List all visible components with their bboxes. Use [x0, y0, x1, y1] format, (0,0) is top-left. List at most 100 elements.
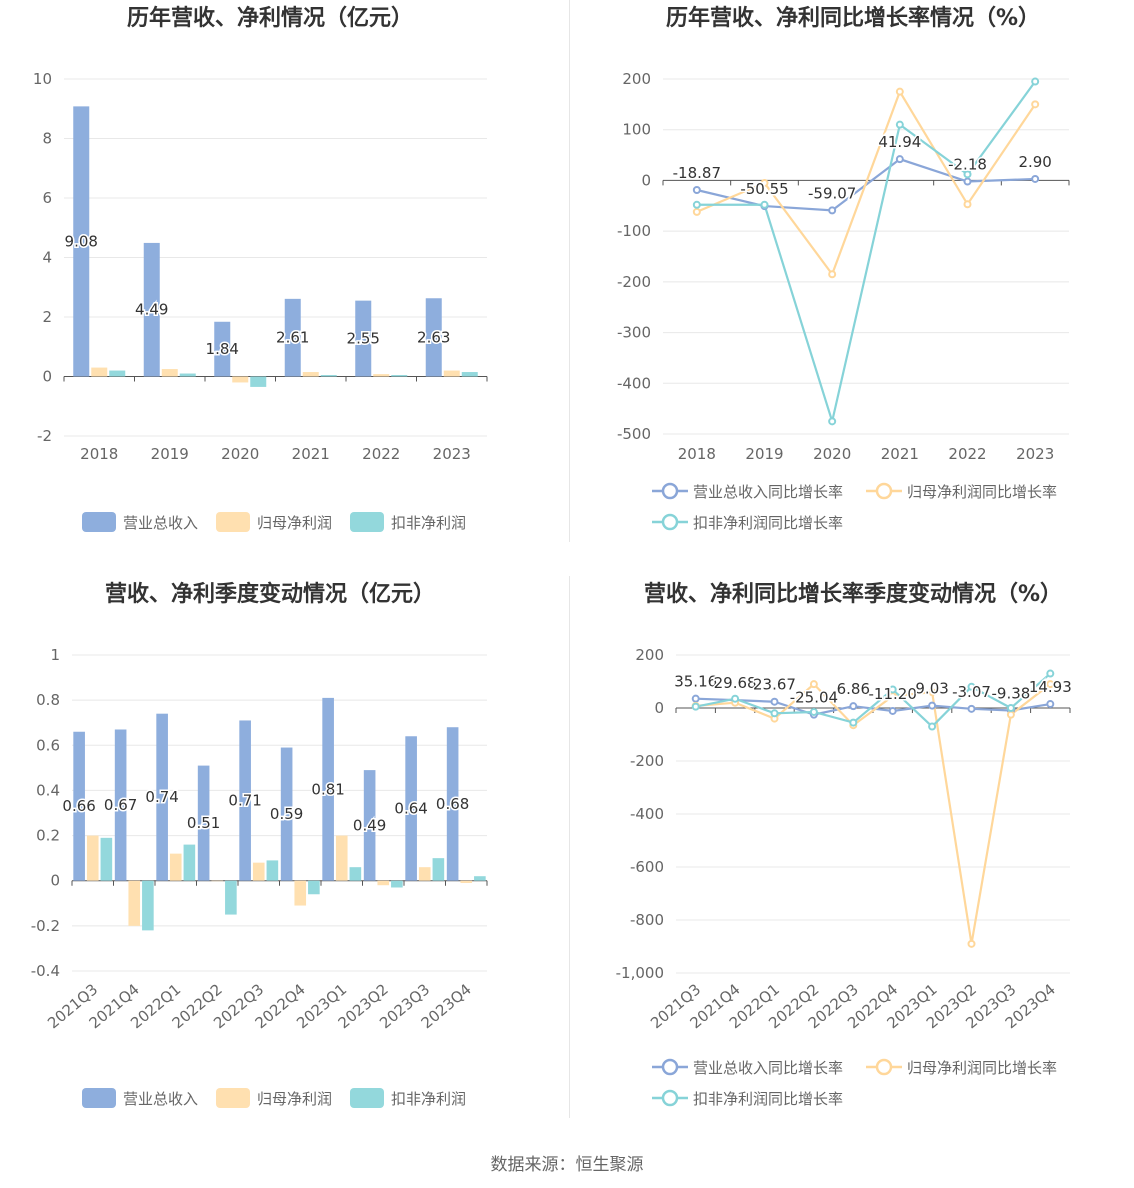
legend-marker — [661, 513, 679, 531]
y-tick-label: 2 — [42, 308, 52, 326]
deducted-profit-bar — [225, 880, 237, 915]
quarterly-revenue-profit-chart: 营收、净利季度变动情况（亿元） -0.4 -0.2 0 0.2 0.4 0.6 0.8 1 202… — [0, 576, 566, 1136]
net-profit-bar — [169, 853, 182, 881]
y-tick-label: 0 — [641, 171, 651, 189]
legend-label: 营业总收入同比增长率 — [693, 483, 843, 501]
revenue-bar — [197, 765, 210, 881]
net-profit-bar — [86, 835, 99, 881]
net-profit-bar — [252, 862, 265, 881]
y-tick-label: -400 — [617, 374, 651, 392]
deducted-profit-point — [1031, 77, 1040, 86]
deducted-profit-point — [828, 417, 837, 426]
net-profit-growth-line — [696, 89, 1037, 277]
revenue-bar — [156, 713, 168, 881]
legend-item-net-profit[interactable]: 归母净利润同比增长率 — [866, 1058, 1057, 1077]
revenue-growth-line — [695, 697, 1051, 716]
net-profit-bar — [211, 880, 224, 882]
revenue-data-label: 0.74 — [145, 788, 178, 806]
deducted-profit-bar — [109, 370, 126, 377]
y-tick-label: 6 — [42, 189, 52, 207]
y-tick-label: 10 — [33, 70, 52, 88]
revenue-point — [895, 155, 904, 164]
legend-label: 归母净利润 — [257, 1090, 332, 1108]
legend-item-revenue[interactable]: 营业总收入 — [82, 512, 198, 532]
revenue-growth-data-label: 29.68 — [714, 674, 757, 692]
revenue-growth-data-label: -11.20 — [869, 685, 917, 703]
deducted-profit-point — [1006, 704, 1015, 712]
legend-label: 营业总收入同比增长率 — [693, 1059, 843, 1077]
revenue-point — [967, 704, 976, 713]
y-tick-label: 0.4 — [36, 781, 60, 799]
legend-label: 归母净利润 — [257, 514, 332, 532]
deducted-profit-point — [691, 702, 700, 711]
deducted-profit-point — [967, 682, 976, 691]
deducted-profit-bar — [320, 375, 337, 377]
revenue-data-label: 9.08 — [65, 232, 98, 250]
x-tick-label: 2022 — [362, 445, 400, 463]
legend-marker — [875, 482, 893, 500]
deducted-profit-bar — [308, 880, 320, 895]
legend-label: 营业总收入 — [123, 514, 198, 532]
legend-item-revenue[interactable]: 营业总收入同比增长率 — [652, 1058, 843, 1077]
chart-title: 历年营收、净利同比增长率情况（%） — [666, 5, 1040, 31]
revenue-data-label: 2.63 — [417, 328, 450, 346]
deducted-profit-point — [963, 170, 972, 179]
revenue-data-label: 0.81 — [311, 780, 344, 798]
y-tick-label: 100 — [622, 121, 651, 139]
legend-item-deducted-profit[interactable]: 扣非净利润同比增长率 — [652, 513, 843, 532]
deducted-profit-point — [928, 722, 937, 731]
x-tick-label: 2018 — [80, 445, 118, 463]
legend-item-revenue[interactable]: 营业总收入同比增长率 — [652, 482, 843, 501]
chart-title: 历年营收、净利情况（亿元） — [127, 5, 413, 31]
legend-item-net-profit[interactable]: 归母净利润同比增长率 — [866, 482, 1057, 501]
deducted-profit-point — [895, 120, 904, 129]
y-tick-label: -200 — [617, 273, 651, 291]
legend-label: 扣非净利润 — [391, 514, 466, 532]
y-tick-label: -500 — [617, 425, 651, 443]
revenue-point — [691, 694, 700, 703]
revenue-data-label: 0.71 — [228, 792, 261, 810]
legend-item-deducted-profit[interactable]: 扣非净利润 — [350, 1088, 466, 1108]
revenue-bar — [73, 731, 85, 881]
y-tick-label: -200 — [630, 752, 664, 770]
x-tick-label: 2020 — [813, 445, 851, 463]
revenue-growth-data-label: 35.16 — [674, 673, 717, 691]
deducted-profit-bar — [142, 880, 154, 931]
legend-swatch — [82, 512, 116, 532]
deducted-profit-bar — [179, 373, 196, 377]
y-tick-label: 4 — [42, 249, 52, 267]
deducted-profit-bar — [349, 867, 362, 881]
legend-item-net-profit[interactable]: 归母净利润 — [216, 512, 332, 532]
net-profit-point — [692, 207, 701, 216]
revenue-growth-data-label: 2.90 — [1018, 153, 1051, 171]
deducted-profit-bar — [183, 844, 196, 881]
data-source-footer: 数据来源：恒生聚源 — [490, 1155, 644, 1175]
deducted-profit-growth-line — [695, 672, 1052, 729]
revenue-growth-data-label: 9.03 — [915, 680, 948, 698]
deducted-profit-point — [888, 685, 897, 694]
legend-item-net-profit[interactable]: 归母净利润 — [216, 1088, 332, 1108]
net-profit-point — [963, 200, 972, 209]
revenue-growth-data-label: 14.93 — [1029, 678, 1072, 696]
y-tick-label: -1,000 — [616, 964, 664, 982]
revenue-growth-data-label: -2.18 — [948, 156, 987, 174]
revenue-data-label: 0.59 — [270, 805, 303, 823]
y-tick-label: 0.8 — [36, 691, 60, 709]
x-tick-label: 2020 — [221, 445, 259, 463]
annual-revenue-profit-chart: 历年营收、净利情况（亿元） -2 0 2 4 6 8 10 2018 2019 2020 2021 20… — [0, 0, 566, 560]
revenue-data-label: 0.64 — [394, 799, 427, 817]
revenue-bar — [425, 298, 442, 377]
net-profit-point — [828, 270, 837, 279]
revenue-growth-data-label: -50.55 — [740, 180, 788, 198]
net-profit-bar — [377, 880, 390, 886]
revenue-bar — [239, 720, 251, 881]
deducted-profit-bar — [266, 860, 279, 881]
legend-item-deducted-profit[interactable]: 扣非净利润 — [350, 512, 466, 532]
revenue-point — [1031, 174, 1040, 183]
revenue-point — [770, 697, 779, 706]
legend-item-deducted-profit[interactable]: 扣非净利润同比增长率 — [652, 1089, 843, 1108]
deducted-profit-point — [849, 718, 858, 727]
revenue-point — [963, 177, 972, 186]
legend-label: 归母净利润同比增长率 — [907, 1059, 1057, 1077]
legend-item-revenue[interactable]: 营业总收入 — [82, 1088, 198, 1108]
